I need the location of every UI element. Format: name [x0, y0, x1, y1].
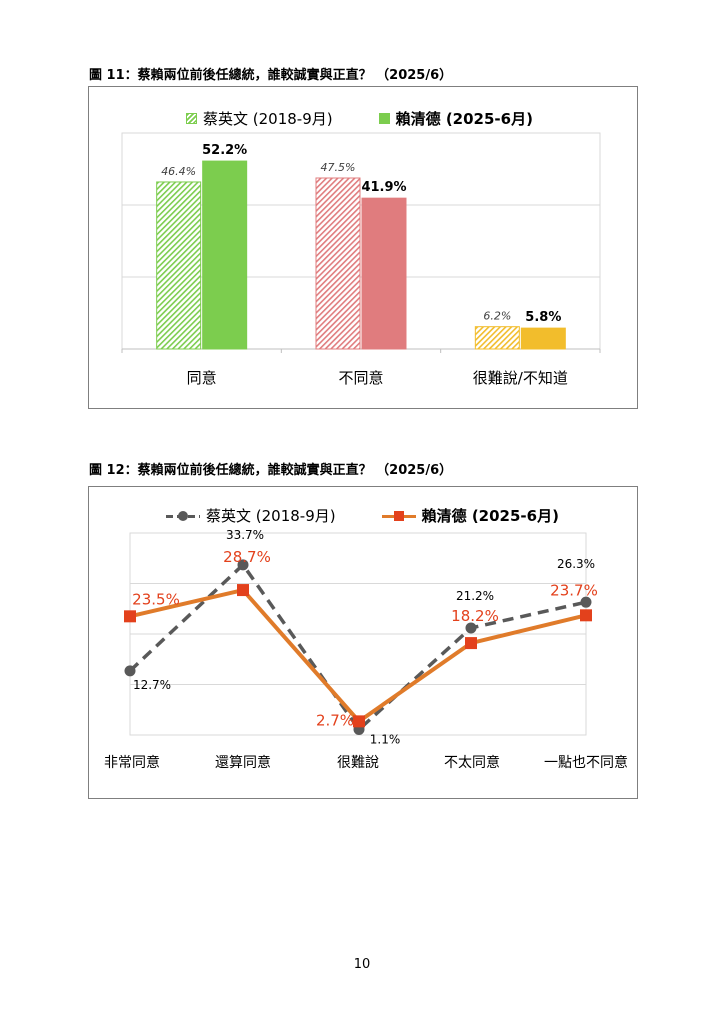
figure-12-frame [88, 486, 638, 799]
data-label-lai: 18.2% [451, 607, 499, 625]
data-label: 46.4% [161, 165, 196, 178]
bar-lai [361, 197, 407, 350]
data-label-tsai: 21.2% [456, 589, 494, 603]
category-label: 不太同意 [444, 754, 500, 771]
point-lai [237, 584, 249, 597]
data-label-lai: 28.7% [223, 548, 271, 566]
category-label: 很難說 [337, 754, 379, 771]
legend-item-lai-line: 賴清德 (2025-6月) [381, 505, 559, 526]
data-label-tsai: 1.1% [370, 732, 401, 746]
legend-label-tsai: 蔡英文 (2018-9月) [203, 110, 333, 128]
legend-label-lai: 賴清德 (2025-6月) [395, 110, 533, 128]
bar-lai [520, 327, 566, 350]
point-lai [465, 637, 477, 650]
point-lai [353, 715, 365, 728]
bar-lai [202, 160, 248, 350]
figure-12-title: 圖 12：蔡賴兩位前後任總統，誰較誠實與正直？ （2025/6） [89, 463, 453, 478]
data-label-tsai: 33.7% [226, 528, 264, 542]
category-label: 一點也不同意 [544, 754, 628, 771]
category-label: 還算同意 [215, 754, 271, 771]
legend-label-lai-line: 賴清德 (2025-6月) [421, 507, 559, 525]
data-label-tsai: 26.3% [557, 557, 595, 571]
figure-12-legend: 蔡英文 (2018-9月) 賴清德 (2025-6月) [166, 505, 605, 526]
legend-item-tsai: 蔡英文 (2018-9月) [186, 108, 333, 129]
category-label: 同意 [187, 369, 217, 387]
category-label: 不同意 [338, 369, 383, 387]
data-label: 5.8% [525, 310, 561, 325]
data-label: 52.2% [202, 143, 247, 158]
point-tsai [465, 622, 477, 634]
data-label-tsai: 12.7% [133, 678, 171, 692]
data-label-lai: 2.7% [316, 711, 354, 729]
hatched-swatch-icon [186, 113, 197, 124]
category-label: 很難說/不知道 [473, 369, 568, 387]
legend-item-tsai-line: 蔡英文 (2018-9月) [166, 505, 336, 526]
solid-swatch-icon [378, 113, 390, 124]
data-label: 6.2% [483, 310, 511, 323]
data-label: 41.9% [361, 180, 406, 195]
point-tsai [237, 559, 249, 571]
legend-item-lai: 賴清德 (2025-6月) [378, 108, 533, 129]
data-label: 47.5% [321, 161, 356, 174]
bar-tsai [474, 326, 520, 350]
point-lai [124, 610, 136, 623]
page-number: 10 [353, 957, 371, 972]
category-label: 非常同意 [104, 754, 160, 771]
data-label-lai: 23.5% [132, 590, 180, 608]
solid-line-square-icon [381, 510, 416, 522]
point-tsai [580, 596, 592, 608]
bar-tsai [156, 181, 202, 350]
data-label-lai: 23.7% [550, 581, 598, 599]
legend-label-tsai-line: 蔡英文 (2018-9月) [206, 507, 336, 525]
point-tsai [124, 665, 136, 677]
series-line-lai [129, 587, 587, 725]
figure-11-legend: 蔡英文 (2018-9月) 賴清德 (2025-6月) [186, 108, 579, 129]
point-lai [580, 609, 592, 622]
bar-tsai [315, 177, 361, 350]
figure-11-title: 圖 11：蔡賴兩位前後任總統，誰較誠實與正直？ （2025/6） [89, 68, 453, 83]
dashed-line-circle-icon [166, 510, 200, 522]
series-line-tsai [128, 562, 587, 733]
